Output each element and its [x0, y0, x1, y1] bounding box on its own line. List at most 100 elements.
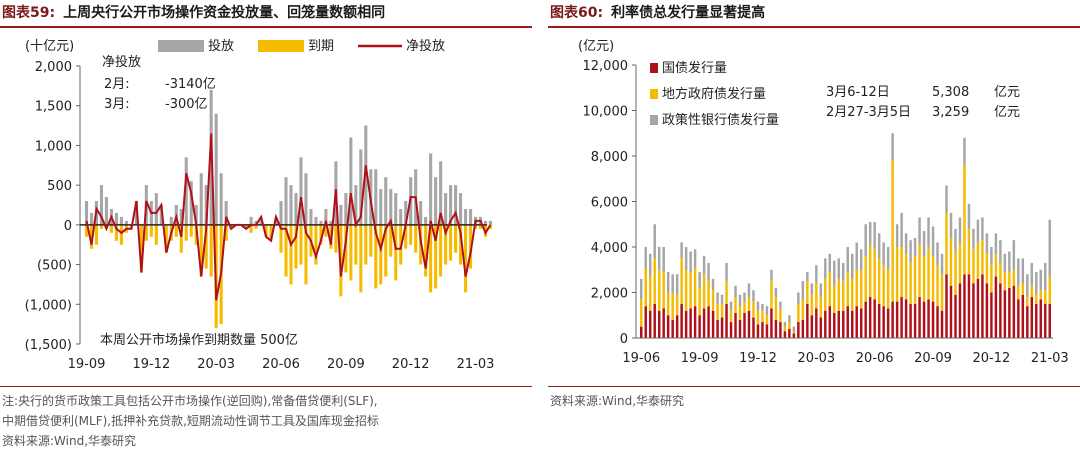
- bar-policy-bank: [1044, 262, 1047, 291]
- annotation-value: 5,308: [932, 85, 969, 100]
- legend-label-maturity: 到期: [308, 39, 334, 54]
- bar-local-gov: [702, 274, 706, 309]
- bar-injection: [99, 185, 104, 225]
- bar-local-gov: [972, 249, 975, 284]
- bar-policy-bank: [985, 233, 989, 254]
- bar-injection: [329, 220, 333, 225]
- left-title-rule: [0, 26, 532, 28]
- bar-treasury: [815, 308, 818, 338]
- y-tick-label: (500): [37, 259, 72, 274]
- left-source: 资料来源:Wind,华泰研究: [2, 434, 137, 448]
- bar-maturity: [89, 224, 94, 249]
- bar-treasury: [837, 310, 841, 338]
- bar-injection: [469, 208, 473, 225]
- x-tick-label: 20-03: [197, 357, 235, 372]
- bar-treasury: [954, 294, 957, 338]
- bar-maturity: [249, 224, 253, 233]
- bar-policy-bank: [963, 137, 966, 166]
- y-tick-label: 1,000: [35, 139, 72, 154]
- bar-maturity: [224, 224, 228, 241]
- bar-treasury: [958, 283, 962, 338]
- bar-local-gov: [1030, 285, 1034, 298]
- bar-injection: [379, 189, 383, 225]
- bar-maturity: [314, 224, 318, 265]
- legend-label-net: 净投放: [406, 38, 445, 54]
- bar-policy-bank: [967, 203, 971, 229]
- bar-maturity: [269, 224, 273, 241]
- bar-local-gov: [648, 276, 652, 311]
- bar-maturity: [369, 224, 373, 257]
- bar-treasury: [1039, 299, 1043, 338]
- left-note-2: 中期借贷便利(MLF),抵押补充贷款,短期流动性调节工具及国库现金招标: [2, 414, 379, 428]
- left-figure-title-text: 上周央行公开市场操作资金投放量、回笼量数额相同: [63, 5, 386, 21]
- bar-injection: [488, 220, 493, 225]
- bar-maturity: [449, 224, 453, 261]
- bar-injection: [314, 216, 318, 225]
- bar-local-gov: [958, 242, 962, 284]
- bar-treasury: [729, 322, 733, 338]
- bar-treasury: [743, 312, 746, 338]
- bar-local-gov: [671, 292, 674, 320]
- legend-label: 地方政府债发行量: [662, 86, 766, 102]
- bar-policy-bank: [653, 224, 656, 259]
- bar-policy-bank: [1003, 253, 1007, 273]
- bar-treasury: [927, 299, 930, 338]
- bar-treasury: [918, 297, 921, 338]
- y-tick-label: (1,000): [25, 298, 72, 313]
- bar-maturity: [364, 224, 368, 265]
- bar-maturity: [424, 224, 428, 277]
- bar-policy-bank: [1017, 258, 1020, 286]
- bar-local-gov: [1044, 290, 1047, 304]
- bar-maturity: [319, 224, 323, 245]
- bar-policy-bank: [981, 217, 984, 241]
- bar-local-gov: [747, 297, 751, 311]
- bar-policy-bank: [833, 260, 836, 286]
- bar-local-gov: [810, 294, 814, 316]
- y-tick-label: 0: [64, 219, 72, 234]
- bar-local-gov: [936, 265, 939, 307]
- bar-local-gov: [720, 303, 724, 318]
- bar-local-gov: [846, 272, 849, 307]
- bar-maturity: [444, 224, 448, 265]
- bar-treasury: [779, 322, 782, 338]
- bar-treasury: [859, 308, 863, 338]
- bar-policy-bank: [877, 233, 881, 259]
- bar-policy-bank: [891, 133, 894, 161]
- bar-policy-bank: [873, 221, 876, 250]
- bar-policy-bank: [783, 322, 787, 327]
- bar-treasury: [909, 303, 912, 338]
- bar-injection: [169, 216, 173, 225]
- bar-treasury: [702, 308, 706, 338]
- bar-maturity: [394, 224, 398, 281]
- bar-maturity: [379, 224, 383, 285]
- legend-label: 国债发行量: [662, 60, 727, 76]
- bar-treasury: [855, 306, 858, 338]
- bar-treasury: [945, 274, 948, 338]
- bar-policy-bank: [976, 219, 980, 243]
- y-axis-unit: (亿元): [578, 39, 614, 54]
- bar-maturity: [488, 224, 493, 229]
- bar-policy-bank: [702, 256, 706, 275]
- bar-maturity: [439, 224, 443, 277]
- bar-local-gov: [985, 253, 989, 284]
- right-figure-title-text: 利率债总发行量显著提高: [611, 5, 766, 21]
- bar-policy-bank: [927, 217, 930, 247]
- bar-local-gov: [815, 283, 818, 309]
- y-tick-label: 10,000: [583, 105, 629, 120]
- y-tick-label: 8,000: [591, 150, 628, 165]
- bar-treasury: [1017, 299, 1020, 338]
- left-chart-panel: 图表59: 上周央行公开市场操作资金投放量、回笼量数额相同 2,000 1,500 1…: [0, 0, 532, 454]
- bar-local-gov: [711, 290, 715, 311]
- bar-local-gov: [837, 278, 841, 311]
- bar-maturity: [389, 224, 393, 257]
- annotation-period: 2月27-3月5日: [826, 105, 911, 120]
- bar-policy-bank: [815, 265, 818, 284]
- bar-local-gov: [752, 301, 755, 318]
- bar-policy-bank: [797, 292, 800, 304]
- bar-treasury: [904, 299, 908, 338]
- bar-local-gov: [801, 299, 805, 320]
- bar-policy-bank: [936, 242, 939, 266]
- annotation-value: 3,259: [932, 105, 969, 120]
- y-tick-label: 500: [47, 179, 72, 194]
- bar-treasury: [994, 276, 998, 338]
